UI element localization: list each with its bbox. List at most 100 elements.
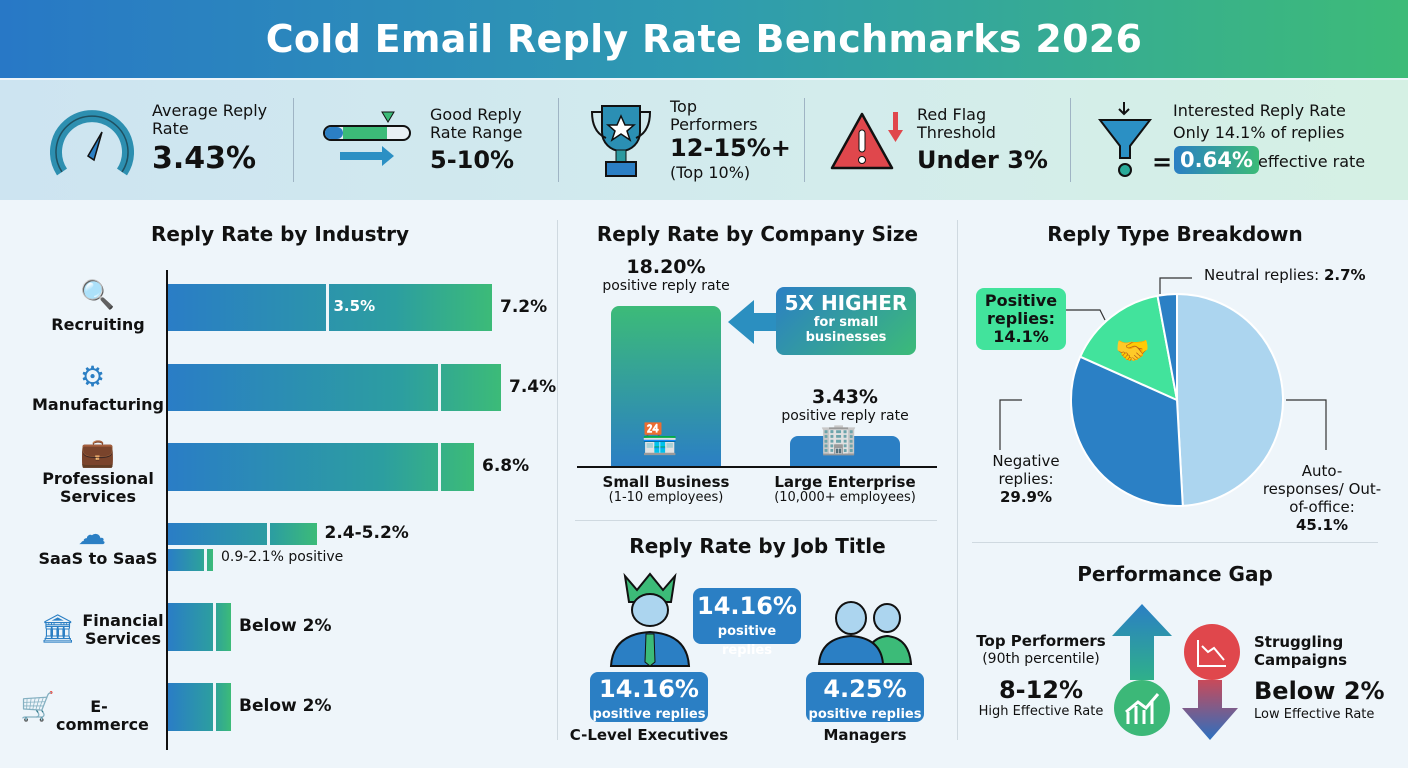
- company-size-category: Small Business: [602, 473, 730, 491]
- bar-value-label: 6.8%: [482, 456, 530, 476]
- managers-value: 4.25%: [823, 675, 907, 703]
- reply-type-pie: 🤝: [999, 277, 1327, 507]
- company-size-unit: positive reply rate: [781, 407, 909, 424]
- up-arrow-icon: [1112, 604, 1172, 680]
- growth-chart-icon: [1114, 680, 1170, 736]
- callout-5x-higher: 5X HIGHER for small businesses: [776, 287, 916, 355]
- stat-label: Good Reply Rate Range: [430, 105, 523, 142]
- industry-label: Professional Services: [42, 469, 154, 506]
- low-note: Low Effective Rate: [1254, 707, 1375, 722]
- bar-divider: [213, 603, 216, 651]
- reply-type-title: Reply Type Breakdown: [1047, 222, 1303, 246]
- pie-label-value: 29.9%: [999, 488, 1053, 506]
- stat-value: Under 3%: [917, 146, 1048, 174]
- pie-label: Negative replies: 29.9%: [986, 452, 1066, 506]
- performance-gap-title: Performance Gap: [1077, 562, 1273, 586]
- bar-divider: [438, 443, 441, 491]
- office-building-icon: 🏢: [820, 422, 858, 457]
- leader-line: [1286, 399, 1327, 450]
- handshake-icon: 🤝: [1115, 334, 1150, 367]
- gear-icon: ⚙: [80, 360, 106, 393]
- bar-value-label: 7.4%: [509, 376, 557, 397]
- leader-line: [999, 399, 1022, 450]
- bar-divider: [267, 523, 270, 545]
- industry-title: Reply Rate by Industry: [150, 222, 410, 246]
- managers-label: Managers: [823, 726, 907, 744]
- stat-sub: Only 14.1% of replies: [1173, 123, 1345, 142]
- company-size-category: Large Enterprise: [774, 473, 916, 491]
- company-size-subcategory: (10,000+ employees): [774, 490, 916, 505]
- stat-note: (Top 10%): [670, 163, 751, 182]
- pie-label-name: Neutral replies:: [1204, 266, 1320, 284]
- stat-value: 5-10%: [430, 146, 515, 174]
- company-size-value: 3.43%: [812, 385, 878, 408]
- bar-divider: [325, 284, 329, 331]
- pie-slice: [1078, 294, 1179, 402]
- industry-bar: [168, 364, 501, 411]
- pie-label-name: Auto-responses/ Out-of-office:: [1262, 462, 1382, 516]
- cloud-upload-icon: ☁: [78, 518, 106, 551]
- recruiting-search-icon: 🔍: [80, 278, 115, 311]
- funnel-icon: [1098, 102, 1153, 177]
- managers-text: positive replies: [808, 707, 922, 722]
- industry-bar: [168, 523, 317, 545]
- storefront-icon: 🏪: [641, 422, 679, 457]
- bar-value-label: Below 2%: [239, 696, 332, 716]
- executive-badge: 14.16% positive replies: [590, 672, 708, 722]
- pie-label: Neutral replies: 2.7%: [1204, 266, 1366, 284]
- company-size-bar: [790, 435, 900, 466]
- bar-value-label: 0.9-2.1% positive: [221, 549, 344, 565]
- industry-bar: [168, 683, 231, 731]
- bubble-value: 14.16%: [697, 592, 797, 620]
- company-size-subcategory: (1-10 employees): [608, 490, 724, 505]
- industry-label: SaaS to SaaS: [38, 549, 158, 568]
- industry-label: E-commerce: [56, 697, 149, 734]
- bar-value-label: 2.4-5.2%: [324, 523, 409, 543]
- stat-suffix: effective rate: [1258, 152, 1366, 171]
- managers-icon: [817, 601, 913, 665]
- stat-value: 12-15%+: [670, 134, 791, 162]
- company-size-bar: [611, 305, 721, 466]
- top-label: Top Performers: [976, 632, 1106, 650]
- bar-divider: [438, 364, 441, 411]
- stat-label: Average Reply Rate: [152, 101, 268, 138]
- bubble-text: positive replies: [717, 624, 777, 658]
- leader-line: [1060, 309, 1106, 321]
- top-note: High Effective Rate: [978, 704, 1104, 719]
- callout-text: for small businesses: [805, 315, 887, 345]
- pie-label-name: Positive replies:: [984, 291, 1058, 328]
- leader-line: [1159, 277, 1192, 294]
- industry-bar: [168, 443, 474, 491]
- bar-divider: [204, 549, 207, 571]
- warning-icon: [830, 112, 903, 170]
- executive-text: positive replies: [592, 707, 706, 722]
- company-size-value: 18.20%: [626, 255, 706, 278]
- stats-band: Average Reply Rate 3.43% Good Reply Rate…: [0, 80, 1408, 200]
- pie-label-value: 45.1%: [1295, 516, 1349, 534]
- arrow-shaft: [754, 313, 778, 331]
- briefcase-icon: 💼: [80, 436, 115, 469]
- page-title: Cold Email Reply Rate Benchmarks 2026: [265, 17, 1143, 61]
- industry-bar: [168, 603, 231, 651]
- managers-badge: 4.25% positive replies: [806, 672, 924, 722]
- industry-label: Financial Services: [82, 611, 164, 648]
- company-size-title: Reply Rate by Company Size: [596, 222, 919, 246]
- pie-slice: [1176, 292, 1284, 507]
- bar-divider: [213, 683, 216, 731]
- shopping-cart-icon: 🛒: [20, 690, 55, 723]
- bar-inner-label: 3.5%: [333, 296, 376, 315]
- industry-bar: [168, 284, 492, 331]
- pie-label: Positive replies: 14.1%: [976, 288, 1066, 350]
- pie-label-value: 14.1%: [993, 327, 1049, 346]
- down-arrow-icon: [1182, 680, 1238, 740]
- pie-slice: [1070, 355, 1184, 507]
- decline-chart-icon: [1184, 624, 1240, 680]
- low-label: Struggling Campaigns: [1254, 633, 1348, 669]
- industry-label: Manufacturing: [32, 395, 164, 414]
- pie-label-value: 2.7%: [1323, 266, 1366, 284]
- speedometer-icon: [50, 110, 134, 176]
- left-arrow-icon: [728, 300, 754, 344]
- pie-slice: [1156, 292, 1178, 401]
- callout-title: 5X HIGHER: [784, 291, 908, 315]
- job-title-title: Reply Rate by Job Title: [629, 534, 886, 558]
